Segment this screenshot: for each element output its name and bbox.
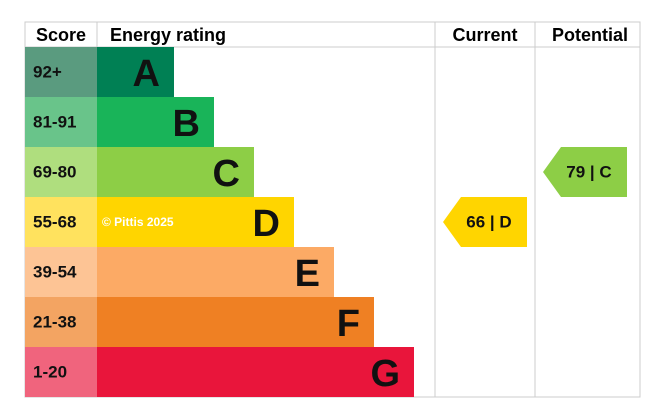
score-cell <box>25 147 97 197</box>
rating-bar <box>97 197 294 247</box>
rating-bar <box>97 147 254 197</box>
header-rating: Energy rating <box>110 25 226 45</box>
score-cell <box>25 97 97 147</box>
rating-letter: C <box>213 153 240 195</box>
score-cell <box>25 247 97 297</box>
potential-arrow <box>543 147 627 197</box>
rating-bar <box>97 347 414 397</box>
current-arrow <box>443 197 527 247</box>
score-label: 39-54 <box>33 263 77 282</box>
score-label: 81-91 <box>33 113 76 132</box>
rating-bar <box>97 47 174 97</box>
score-cell <box>25 297 97 347</box>
rating-bar <box>97 247 334 297</box>
rating-bar <box>97 297 374 347</box>
score-label: 21-38 <box>33 313 76 332</box>
score-cell <box>25 47 97 97</box>
header-current: Current <box>452 25 517 45</box>
header-potential: Potential <box>552 25 628 45</box>
rating-letter: G <box>370 353 400 395</box>
rating-letter: B <box>173 103 200 145</box>
header-score: Score <box>36 25 86 45</box>
score-cell <box>25 347 97 397</box>
rating-letter: E <box>295 253 320 295</box>
rating-letter: F <box>337 303 360 345</box>
current-label: 66 | D <box>466 213 511 232</box>
rating-bar <box>97 97 214 147</box>
watermark: © Pittis 2025 <box>102 215 174 229</box>
score-cell <box>25 197 97 247</box>
score-label: 92+ <box>33 63 62 82</box>
rating-letter: D <box>253 203 280 245</box>
score-label: 55-68 <box>33 213 76 232</box>
score-label: 1-20 <box>33 363 67 382</box>
potential-label: 79 | C <box>566 163 611 182</box>
score-label: 69-80 <box>33 163 76 182</box>
rating-letter: A <box>133 53 160 95</box>
